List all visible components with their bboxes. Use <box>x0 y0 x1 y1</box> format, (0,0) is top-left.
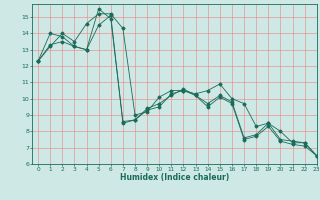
X-axis label: Humidex (Indice chaleur): Humidex (Indice chaleur) <box>120 173 229 182</box>
